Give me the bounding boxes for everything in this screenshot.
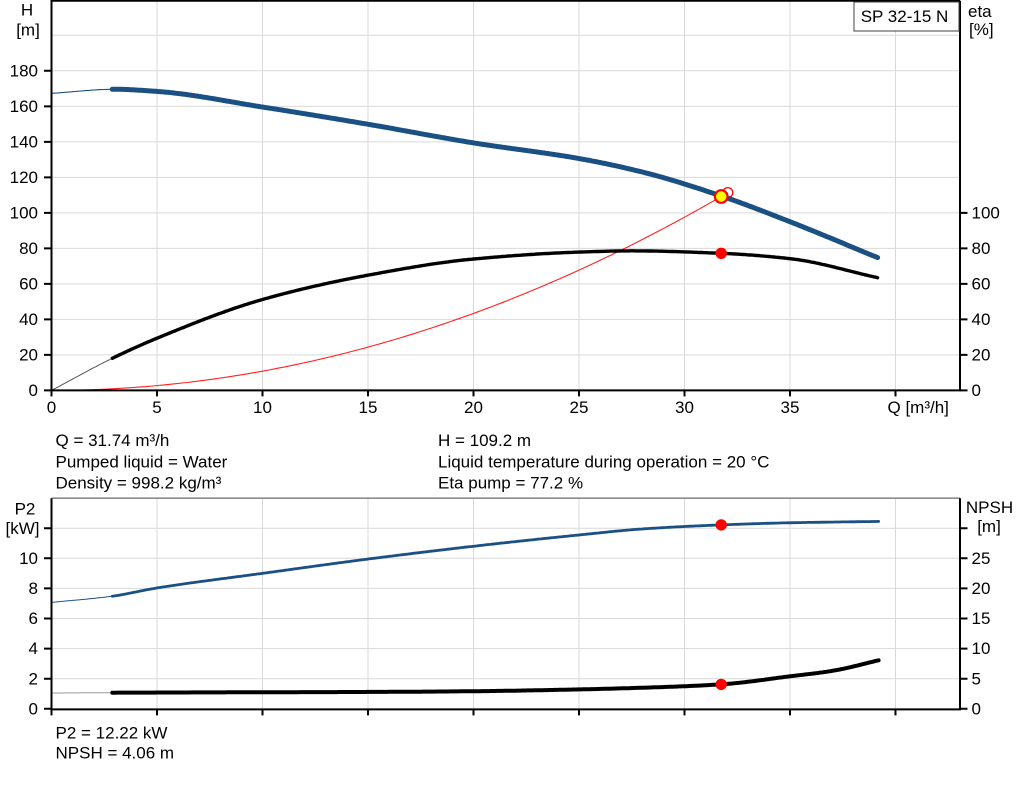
svg-text:80: 80 xyxy=(972,239,991,258)
svg-text:H: H xyxy=(21,1,33,20)
svg-text:2: 2 xyxy=(29,669,38,688)
svg-text:P2: P2 xyxy=(15,500,36,519)
svg-text:60: 60 xyxy=(19,275,38,294)
svg-text:H = 109.2 m: H = 109.2 m xyxy=(438,431,531,450)
svg-text:0: 0 xyxy=(29,699,38,718)
svg-text:Q = 31.74 m³/h: Q = 31.74 m³/h xyxy=(56,431,170,450)
svg-text:Liquid temperature during oper: Liquid temperature during operation = 20… xyxy=(438,452,769,471)
svg-text:35: 35 xyxy=(781,398,800,417)
svg-text:Density = 998.2 kg/m³: Density = 998.2 kg/m³ xyxy=(56,474,222,493)
svg-text:30: 30 xyxy=(675,398,694,417)
svg-text:20: 20 xyxy=(19,346,38,365)
svg-text:6: 6 xyxy=(29,609,38,628)
svg-text:Q [m³/h]: Q [m³/h] xyxy=(888,398,949,417)
svg-text:60: 60 xyxy=(972,275,991,294)
svg-text:15: 15 xyxy=(359,398,378,417)
svg-text:180: 180 xyxy=(10,61,38,80)
svg-text:120: 120 xyxy=(10,168,38,187)
svg-text:100: 100 xyxy=(972,203,1000,222)
svg-text:5: 5 xyxy=(152,398,161,417)
svg-text:4: 4 xyxy=(29,639,38,658)
svg-text:40: 40 xyxy=(19,310,38,329)
svg-text:0: 0 xyxy=(29,381,38,400)
svg-text:10: 10 xyxy=(253,398,272,417)
svg-text:eta: eta xyxy=(968,2,992,21)
svg-text:25: 25 xyxy=(570,398,589,417)
svg-text:100: 100 xyxy=(10,203,38,222)
svg-text:20: 20 xyxy=(972,579,991,598)
svg-text:8: 8 xyxy=(29,579,38,598)
svg-text:SP 32-15 N: SP 32-15 N xyxy=(861,7,949,26)
svg-text:0: 0 xyxy=(972,381,981,400)
svg-text:P2 = 12.22 kW: P2 = 12.22 kW xyxy=(56,723,168,742)
svg-text:10: 10 xyxy=(19,549,38,568)
svg-text:[kW]: [kW] xyxy=(6,519,40,538)
svg-text:140: 140 xyxy=(10,132,38,151)
svg-text:40: 40 xyxy=(972,310,991,329)
svg-text:25: 25 xyxy=(972,549,991,568)
svg-text:Eta pump = 77.2 %: Eta pump = 77.2 % xyxy=(438,474,583,493)
svg-text:[m]: [m] xyxy=(977,517,1001,536)
svg-text:80: 80 xyxy=(19,239,38,258)
svg-text:20: 20 xyxy=(464,398,483,417)
svg-text:[%]: [%] xyxy=(969,20,994,39)
svg-text:NPSH = 4.06 m: NPSH = 4.06 m xyxy=(56,744,175,763)
svg-text:5: 5 xyxy=(972,669,981,688)
svg-text:160: 160 xyxy=(10,97,38,116)
svg-text:10: 10 xyxy=(972,639,991,658)
svg-text:[m]: [m] xyxy=(16,21,40,40)
svg-text:15: 15 xyxy=(972,609,991,628)
svg-text:0: 0 xyxy=(47,398,56,417)
svg-text:Pumped liquid = Water: Pumped liquid = Water xyxy=(56,452,228,471)
svg-text:20: 20 xyxy=(972,346,991,365)
svg-text:0: 0 xyxy=(972,699,981,718)
svg-text:NPSH: NPSH xyxy=(966,498,1013,517)
